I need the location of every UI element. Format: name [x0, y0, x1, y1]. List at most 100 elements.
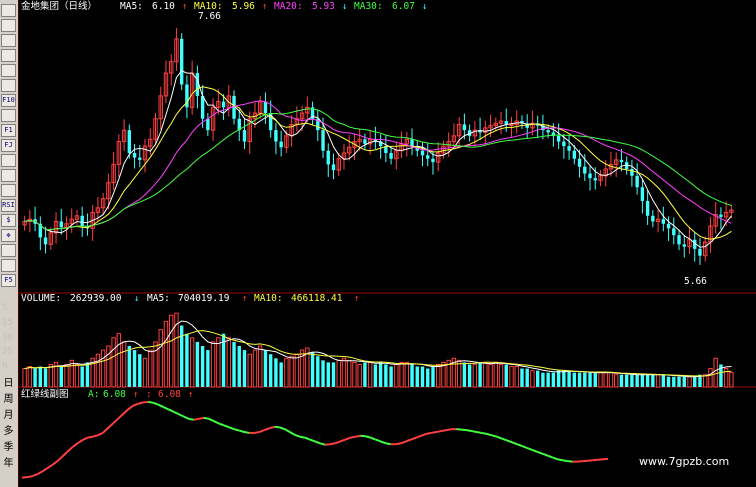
candle-body-up [703, 241, 708, 257]
volume-ma10-line [24, 330, 732, 377]
toolbar-button-icon[interactable] [1, 49, 16, 62]
vol-y-tick: 25 [2, 347, 13, 357]
indicator-segment [26, 475, 33, 479]
toolbar-button-icon[interactable] [1, 169, 16, 182]
volume-bar-down [672, 376, 676, 387]
candle-body-up [509, 123, 514, 126]
toolbar-button-icon[interactable]: F1 [1, 124, 16, 137]
volume-bar-down [426, 368, 430, 387]
ma10-value: 5.96 [232, 1, 255, 12]
candle-body-down [279, 141, 283, 148]
candle-body-down [232, 95, 236, 119]
volume-bar-down [138, 354, 142, 387]
toolbar-button-icon[interactable]: F5 [1, 274, 16, 287]
toolbar-button-icon[interactable] [1, 184, 16, 197]
candle-body-down [682, 244, 686, 247]
volume-bar-down [85, 362, 90, 387]
indicator-segment [218, 422, 225, 427]
candle-body-up [210, 106, 216, 131]
period-button[interactable]: 年 [3, 458, 14, 469]
volume-bar-up [336, 359, 341, 388]
candle-body-up [121, 129, 127, 143]
toolbar-button-icon[interactable] [1, 79, 16, 92]
toolbar-button-icon[interactable] [1, 109, 16, 122]
candle-body-up [729, 209, 734, 213]
candle-body-up [53, 221, 59, 234]
price-panel[interactable] [18, 0, 756, 487]
volume-bar-up [289, 355, 294, 388]
indicator-segment [198, 416, 205, 420]
candle-body-down [179, 38, 184, 85]
candle-body-down [630, 168, 634, 176]
toolbar-button-icon[interactable]: F10 [1, 94, 16, 107]
volume-panel[interactable] [22, 312, 734, 388]
toolbar-button-icon[interactable]: ✥ [1, 229, 16, 242]
toolbar-button-icon[interactable] [1, 34, 16, 47]
candle-body-down [593, 178, 597, 181]
period-button[interactable]: 日 [3, 378, 14, 389]
toolbar-button-icon[interactable]: RSI [1, 199, 16, 212]
volume-bar-up [472, 363, 478, 388]
candle-body-down [520, 121, 524, 124]
indicator-segment [178, 413, 185, 418]
volume-bar-up [488, 363, 493, 388]
period-button[interactable]: 月 [3, 410, 14, 421]
candle-body-down [59, 221, 63, 228]
period-button[interactable]: 多 [3, 426, 14, 437]
volume-bar-down [363, 362, 367, 387]
indicator-panel[interactable] [21, 400, 609, 479]
candle-body-down [268, 113, 273, 131]
toolbar-button-icon[interactable]: FJ [1, 139, 16, 152]
period-button[interactable]: 周 [3, 394, 14, 405]
toolbar-button-icon[interactable]: $ [1, 214, 16, 227]
ma30-arrow: ↓ [422, 2, 428, 12]
volume-bar-up [514, 366, 519, 388]
indicator-segment [228, 426, 235, 431]
candle-body-down [185, 84, 189, 108]
volume-bar-up [252, 349, 258, 388]
indicator-segment [173, 410, 180, 416]
candle-body-down [672, 228, 676, 236]
toolbar-button-icon[interactable] [1, 259, 16, 272]
volume-bar-up [216, 337, 221, 388]
candle-body-down [206, 118, 210, 131]
candle-body-down [138, 157, 142, 160]
candle-body-down [410, 139, 414, 147]
period-button[interactable]: 季 [3, 442, 14, 453]
volume-bar-down [206, 350, 210, 387]
indicator-segment [77, 439, 84, 445]
volume-bar-down [467, 364, 472, 387]
ma30-line [24, 108, 732, 231]
candle-body-up [111, 163, 116, 184]
indicator-segment [107, 422, 114, 429]
vol-y-tick: N [2, 361, 8, 371]
toolbar-button-icon[interactable] [1, 154, 16, 167]
volume-bar-down [185, 333, 189, 387]
indicator-segment [254, 431, 260, 434]
indicator-segment [294, 433, 301, 438]
candle-body-down [462, 124, 467, 131]
candle-body-up [723, 211, 729, 218]
candle-body-up [48, 232, 53, 245]
toolbar-button-icon[interactable] [1, 4, 16, 17]
volume-bar-up [95, 353, 101, 388]
volume-bar-down [33, 368, 37, 387]
volume-bar-up [158, 329, 163, 388]
volume-bar-up [483, 361, 488, 388]
volume-value: 262939.00 [70, 293, 122, 304]
vol-y-tick: 30 [2, 333, 13, 343]
indicator-segment [66, 446, 74, 453]
candle-body-down [431, 158, 435, 163]
volume-bar-up [598, 372, 603, 388]
volume-bar-down [682, 376, 686, 387]
toolbar-button-icon[interactable] [1, 244, 16, 257]
indicator-b-label: : [146, 389, 152, 400]
volume-bar-up [436, 363, 441, 388]
volume-bar-down [200, 346, 205, 387]
toolbar-button-icon[interactable] [1, 64, 16, 77]
ma10-arrow: ↑ [262, 2, 268, 12]
volume-bar-down [577, 372, 582, 387]
volume-bar-up [708, 368, 713, 388]
toolbar-button-icon[interactable] [1, 19, 16, 32]
